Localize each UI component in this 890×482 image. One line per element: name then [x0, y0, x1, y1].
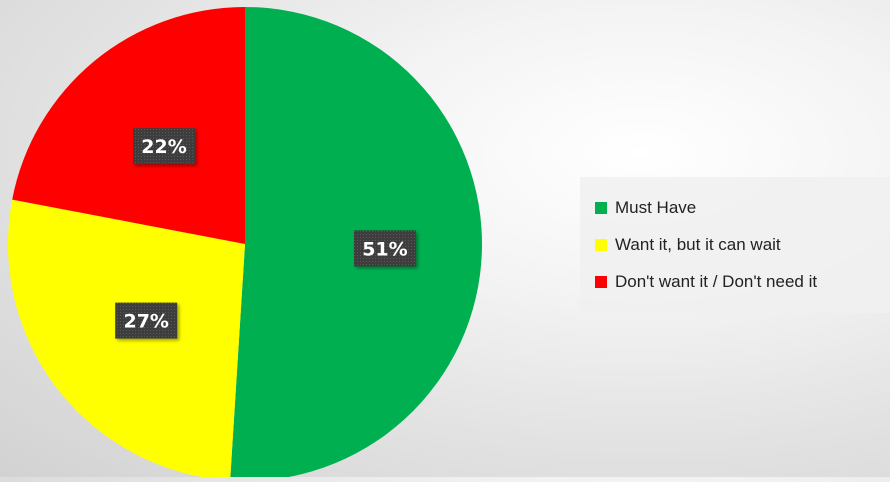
legend-label-dont-want: Don't want it / Don't need it [615, 271, 818, 291]
legend-label-want-it: Want it, but it can wait [615, 234, 781, 254]
data-label-bg-dont-want [133, 128, 196, 165]
legend-label-must-have: Must Have [615, 197, 697, 217]
data-label-want-it: 27% [115, 302, 178, 339]
legend-swatch-must-have [595, 201, 607, 214]
pie-slice-want-it [7, 199, 245, 481]
legend-item-must-have: Must Have [595, 189, 890, 226]
legend-swatch-dont-want [595, 275, 607, 288]
data-label-text-must-have: 51% [362, 238, 407, 260]
legend-item-want-it: Want it, but it can wait [595, 226, 890, 263]
data-label-text-dont-want: 22% [141, 136, 186, 158]
data-label-dont-want: 22% [133, 128, 196, 165]
legend-item-dont-want: Don't want it / Don't need it [595, 263, 890, 300]
data-label-must-have: 51% [353, 230, 416, 267]
data-label-text-want-it: 27% [123, 311, 168, 333]
legend-swatch-want-it [595, 238, 607, 251]
data-label-bg-must-have [353, 230, 416, 267]
pie-slice-dont-want [12, 7, 245, 244]
chart-legend: Must Have Want it, but it can wait Don't… [580, 177, 890, 313]
data-label-bg-want-it [115, 302, 178, 339]
